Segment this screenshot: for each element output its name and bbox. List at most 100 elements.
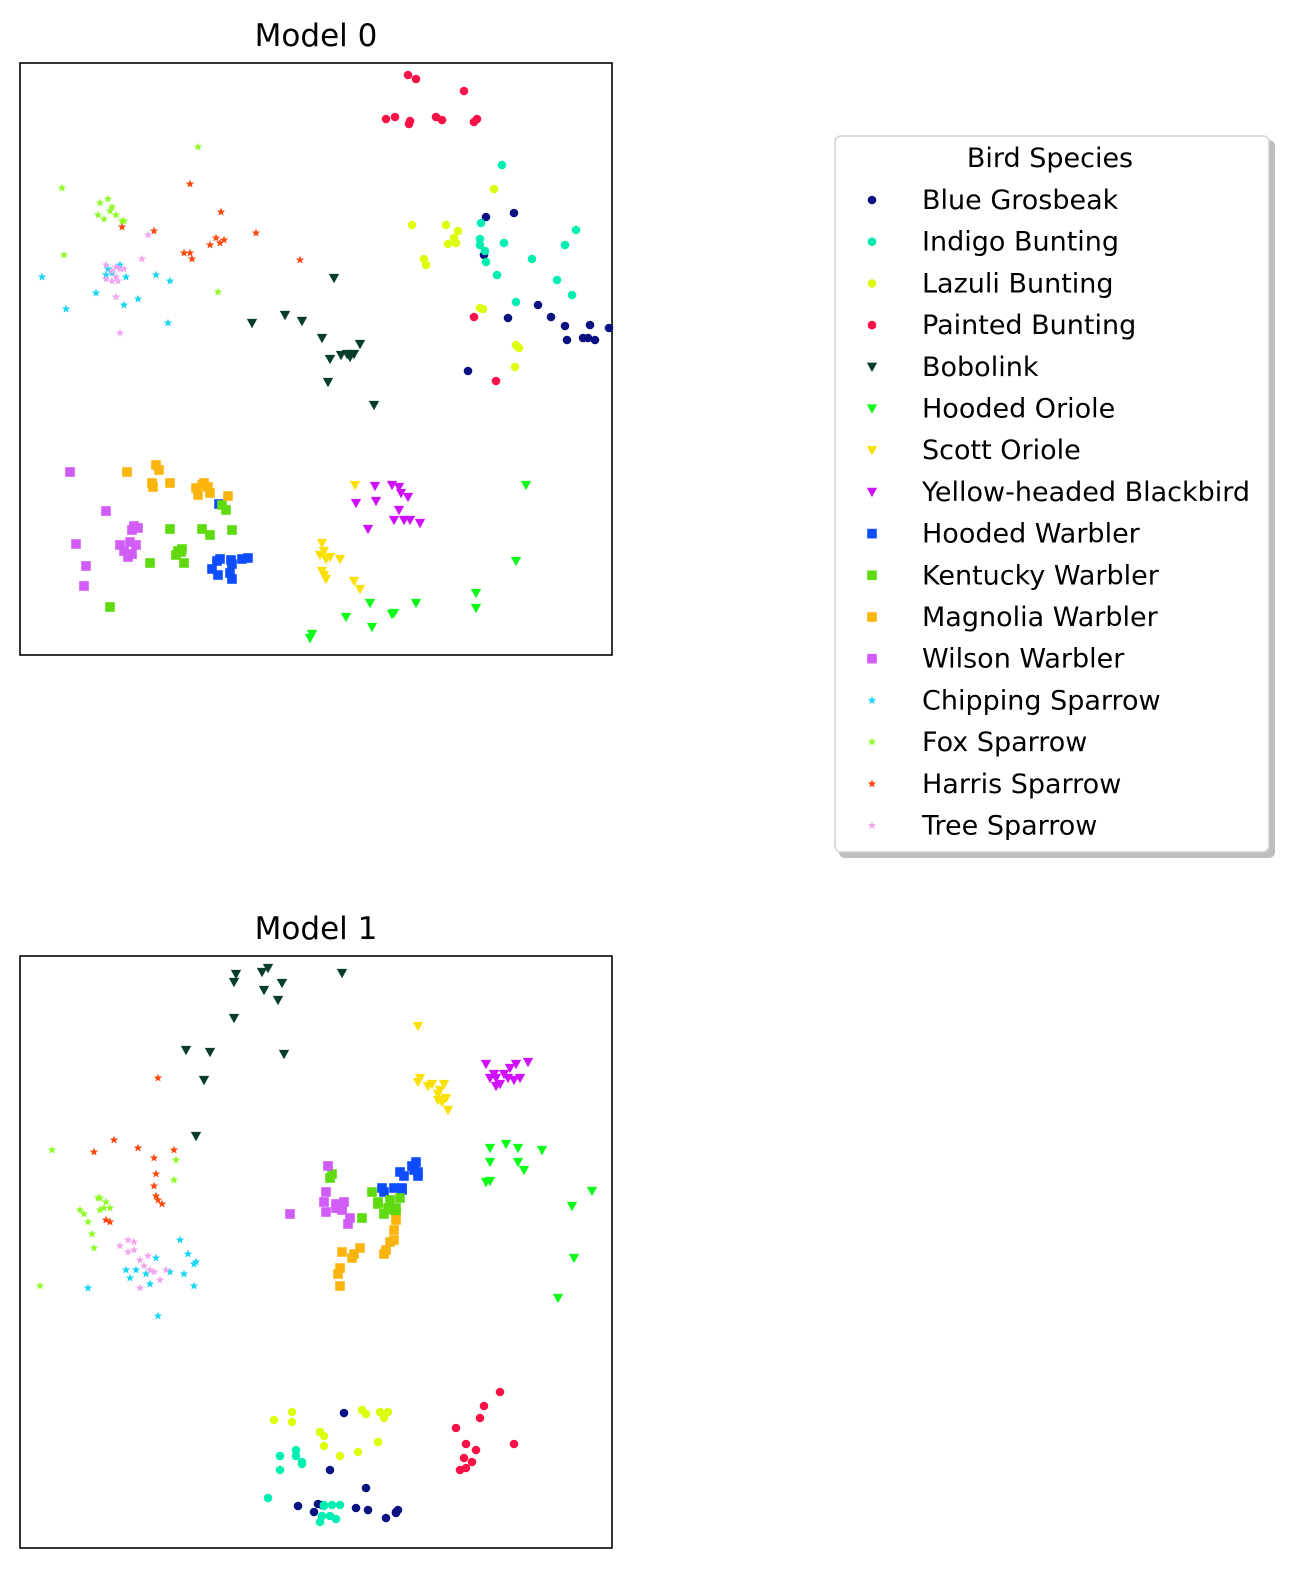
- legend-marker-scott-oriole: [866, 446, 878, 456]
- point-scott-oriole: [320, 554, 332, 565]
- point-chipping-sparrow: [103, 264, 113, 273]
- point-kentucky-warbler: [373, 1199, 383, 1209]
- point-painted-bunting: [509, 1439, 519, 1449]
- point-indigo-bunting: [291, 1445, 301, 1455]
- point-harris-sparrow: [216, 207, 226, 216]
- point-indigo-bunting: [319, 1500, 329, 1510]
- point-yellow-headed-blackbird: [395, 488, 407, 499]
- point-scott-oriole: [436, 1097, 448, 1108]
- model-0-markers: [37, 70, 614, 644]
- legend-marker-tree-sparrow: [867, 821, 877, 830]
- point-painted-bunting: [411, 74, 421, 84]
- point-magnolia-warbler: [193, 490, 203, 500]
- point-lazuli-bunting: [335, 1451, 345, 1461]
- point-lazuli-bunting: [441, 220, 451, 230]
- point-painted-bunting: [390, 112, 400, 122]
- point-scott-oriole: [438, 1079, 450, 1090]
- point-indigo-bunting: [497, 160, 507, 170]
- point-lazuli-bunting: [287, 1417, 297, 1427]
- point-tree-sparrow: [111, 272, 121, 281]
- point-harris-sparrow: [169, 1145, 179, 1154]
- point-chipping-sparrow: [145, 1279, 155, 1288]
- point-tree-sparrow: [115, 1241, 125, 1250]
- point-hooded-oriole: [552, 1293, 564, 1304]
- point-indigo-bunting: [315, 1517, 325, 1527]
- point-blue-grosbeak: [463, 366, 473, 376]
- point-blue-grosbeak: [309, 1507, 319, 1517]
- point-fox-sparrow: [79, 1209, 89, 1218]
- point-harris-sparrow: [211, 233, 221, 242]
- point-wilson-warbler: [115, 540, 125, 550]
- point-blue-grosbeak: [381, 1513, 391, 1523]
- point-magnolia-warbler: [385, 1237, 395, 1247]
- point-blue-grosbeak: [361, 1483, 371, 1493]
- point-harris-sparrow: [151, 1191, 161, 1200]
- legend-label-tree-sparrow: Tree Sparrow: [921, 811, 1097, 842]
- point-painted-bunting: [491, 376, 501, 386]
- legend-label-wilson-warbler: Wilson Warbler: [922, 644, 1125, 675]
- legend-marker-yellow-headed-blackbird: [866, 487, 878, 498]
- point-wilson-warbler: [125, 537, 135, 547]
- point-lazuli-bunting: [475, 303, 485, 313]
- point-chipping-sparrow: [37, 272, 47, 281]
- point-tree-sparrow: [129, 1245, 139, 1254]
- point-bobolink: [258, 985, 270, 996]
- point-painted-bunting: [479, 1401, 489, 1411]
- point-indigo-bunting: [275, 1451, 285, 1461]
- point-lazuli-bunting: [319, 1431, 329, 1441]
- point-wilson-warbler: [343, 1219, 353, 1229]
- point-bobolink: [228, 1013, 240, 1024]
- point-wilson-warbler: [131, 540, 141, 550]
- point-fox-sparrow: [89, 1243, 99, 1252]
- point-hooded-oriole: [510, 556, 522, 567]
- point-fox-sparrow: [103, 194, 113, 203]
- point-lazuli-bunting: [489, 184, 499, 194]
- point-harris-sparrow: [151, 1169, 161, 1178]
- point-hooded-oriole: [364, 598, 376, 609]
- point-wilson-warbler: [345, 1213, 355, 1223]
- point-fox-sparrow: [99, 1203, 109, 1212]
- point-hooded-oriole: [512, 1143, 524, 1154]
- point-bobolink: [335, 350, 347, 361]
- point-tree-sparrow: [107, 276, 117, 285]
- point-blue-grosbeak: [509, 208, 519, 218]
- point-hooded-oriole: [410, 598, 422, 609]
- point-yellow-headed-blackbird: [404, 515, 416, 526]
- point-hooded-oriole: [520, 480, 532, 491]
- legend-marker-blue-grosbeak: [867, 195, 877, 205]
- point-wilson-warbler: [331, 1199, 341, 1209]
- point-tree-sparrow: [155, 1275, 165, 1284]
- point-harris-sparrow: [153, 1073, 163, 1082]
- legend-marker-fox-sparrow: [867, 737, 877, 746]
- legend-marker-hooded-oriole: [866, 404, 878, 414]
- point-magnolia-warbler: [147, 478, 157, 488]
- point-hooded-warbler: [225, 568, 235, 578]
- point-fox-sparrow: [119, 216, 129, 225]
- point-fox-sparrow: [99, 214, 109, 223]
- point-wilson-warbler: [323, 1161, 333, 1171]
- point-hooded-oriole: [512, 1157, 524, 1168]
- point-tree-sparrow: [111, 292, 121, 301]
- point-lazuli-bunting: [421, 260, 431, 270]
- point-fox-sparrow: [47, 1145, 57, 1154]
- point-bobolink: [328, 273, 340, 284]
- point-hooded-warbler: [413, 1171, 423, 1181]
- point-kentucky-warbler: [205, 530, 215, 540]
- point-hooded-warbler: [243, 553, 253, 563]
- point-magnolia-warbler: [335, 1281, 345, 1291]
- point-yellow-headed-blackbird: [414, 518, 426, 529]
- point-bobolink: [322, 377, 334, 388]
- point-hooded-warbler: [399, 1171, 409, 1181]
- point-chipping-sparrow: [151, 270, 161, 279]
- point-kentucky-warbler: [385, 1195, 395, 1205]
- point-chipping-sparrow: [165, 1267, 175, 1276]
- point-magnolia-warbler: [199, 478, 209, 488]
- point-hooded-oriole: [500, 1139, 512, 1150]
- point-hooded-warbler: [397, 1185, 407, 1195]
- point-fox-sparrow: [83, 1217, 93, 1226]
- point-bobolink: [278, 1049, 290, 1060]
- point-fox-sparrow: [105, 206, 115, 215]
- point-bobolink: [228, 977, 240, 988]
- point-fox-sparrow: [93, 1193, 103, 1202]
- point-chipping-sparrow: [119, 300, 129, 309]
